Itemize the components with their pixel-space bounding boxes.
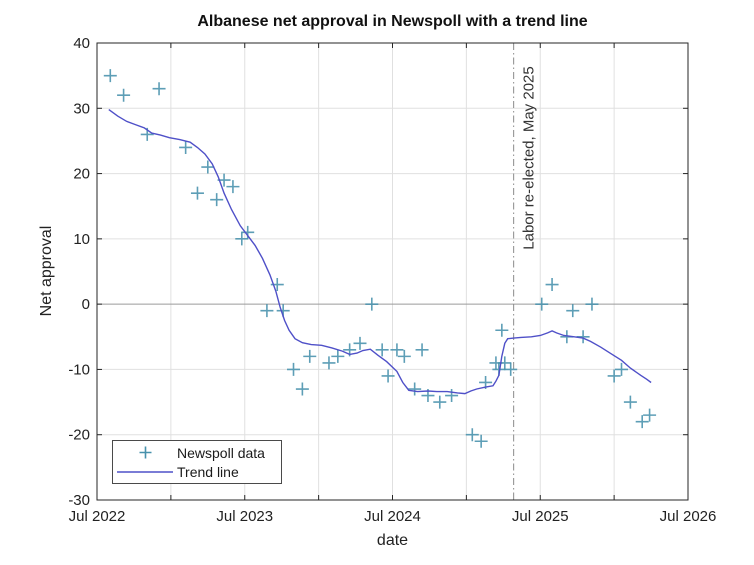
data-point-marker	[190, 186, 204, 200]
svg-text:Jul 2024: Jul 2024	[364, 508, 421, 525]
data-point-marker	[381, 369, 395, 383]
grid-lines	[97, 43, 688, 500]
data-point-marker	[397, 349, 411, 363]
data-point-marker	[465, 428, 479, 442]
data-point-marker	[295, 382, 309, 396]
svg-text:30: 30	[73, 100, 90, 117]
svg-text:10: 10	[73, 231, 90, 248]
legend-item-trend: Trend line	[113, 462, 281, 481]
data-point-marker	[566, 304, 580, 318]
svg-text:Jul 2023: Jul 2023	[216, 508, 273, 525]
legend-item-newspoll: Newspoll data	[113, 443, 281, 462]
data-point-marker	[179, 140, 193, 154]
y-axis-label: Net approval	[38, 225, 55, 317]
x-tick-labels: Jul 2022 Jul 2023 Jul 2024 Jul 2025 Jul 2026	[69, 508, 717, 525]
trend-line-sample-icon	[113, 469, 177, 475]
data-point-marker	[495, 323, 509, 337]
data-point-marker	[331, 349, 345, 363]
data-point-marker	[375, 343, 389, 357]
legend-box: Newspoll data Trend line	[112, 440, 282, 484]
data-point-marker	[235, 232, 249, 246]
data-point-marker	[623, 395, 637, 409]
svg-text:40: 40	[73, 35, 90, 52]
data-point-marker	[390, 343, 404, 357]
y-tick-labels: -30 -20 -10 0 10 20 30 40	[68, 35, 90, 509]
chart-title: Albanese net approval in Newspoll with a…	[197, 13, 588, 30]
legend-label-newspoll: Newspoll data	[177, 444, 265, 461]
svg-text:20: 20	[73, 166, 90, 183]
data-point-marker	[474, 434, 488, 448]
data-point-marker	[241, 225, 255, 239]
svg-text:Jul 2022: Jul 2022	[69, 508, 126, 525]
data-point-marker	[415, 343, 429, 357]
data-point-marker	[210, 193, 224, 207]
tick-marks	[96, 42, 689, 501]
data-point-marker	[287, 362, 301, 376]
data-point-marker	[643, 408, 657, 422]
data-point-marker	[103, 69, 117, 83]
newspoll-data-series	[103, 69, 657, 448]
data-point-marker	[260, 304, 274, 318]
data-point-marker	[322, 356, 336, 370]
svg-text:-30: -30	[68, 492, 90, 509]
data-point-marker	[353, 336, 367, 350]
data-point-marker	[535, 297, 549, 311]
data-point-marker	[365, 297, 379, 311]
data-point-marker	[433, 395, 447, 409]
svg-text:Jul 2026: Jul 2026	[660, 508, 717, 525]
data-point-marker	[545, 278, 559, 292]
data-point-marker	[152, 82, 166, 96]
election-annotation-label: Labor re-elected, May 2025	[520, 66, 538, 250]
data-point-marker	[585, 297, 599, 311]
data-point-marker	[408, 382, 422, 396]
data-point-marker	[201, 160, 215, 174]
data-point-marker	[117, 88, 131, 102]
data-point-marker	[615, 362, 629, 376]
plus-marker-icon	[113, 445, 177, 460]
data-point-marker	[226, 180, 240, 194]
data-point-marker	[504, 362, 518, 376]
svg-text:-10: -10	[68, 361, 90, 378]
svg-text:Jul 2025: Jul 2025	[512, 508, 569, 525]
legend-label-trend: Trend line	[177, 463, 239, 480]
data-point-marker	[635, 415, 649, 429]
x-axis-label: date	[376, 532, 409, 549]
data-point-marker	[445, 389, 459, 403]
svg-text:0: 0	[82, 296, 90, 313]
data-point-marker	[607, 369, 621, 383]
svg-text:-20: -20	[68, 427, 90, 444]
trend-line-path	[108, 109, 652, 395]
data-point-marker	[303, 349, 317, 363]
